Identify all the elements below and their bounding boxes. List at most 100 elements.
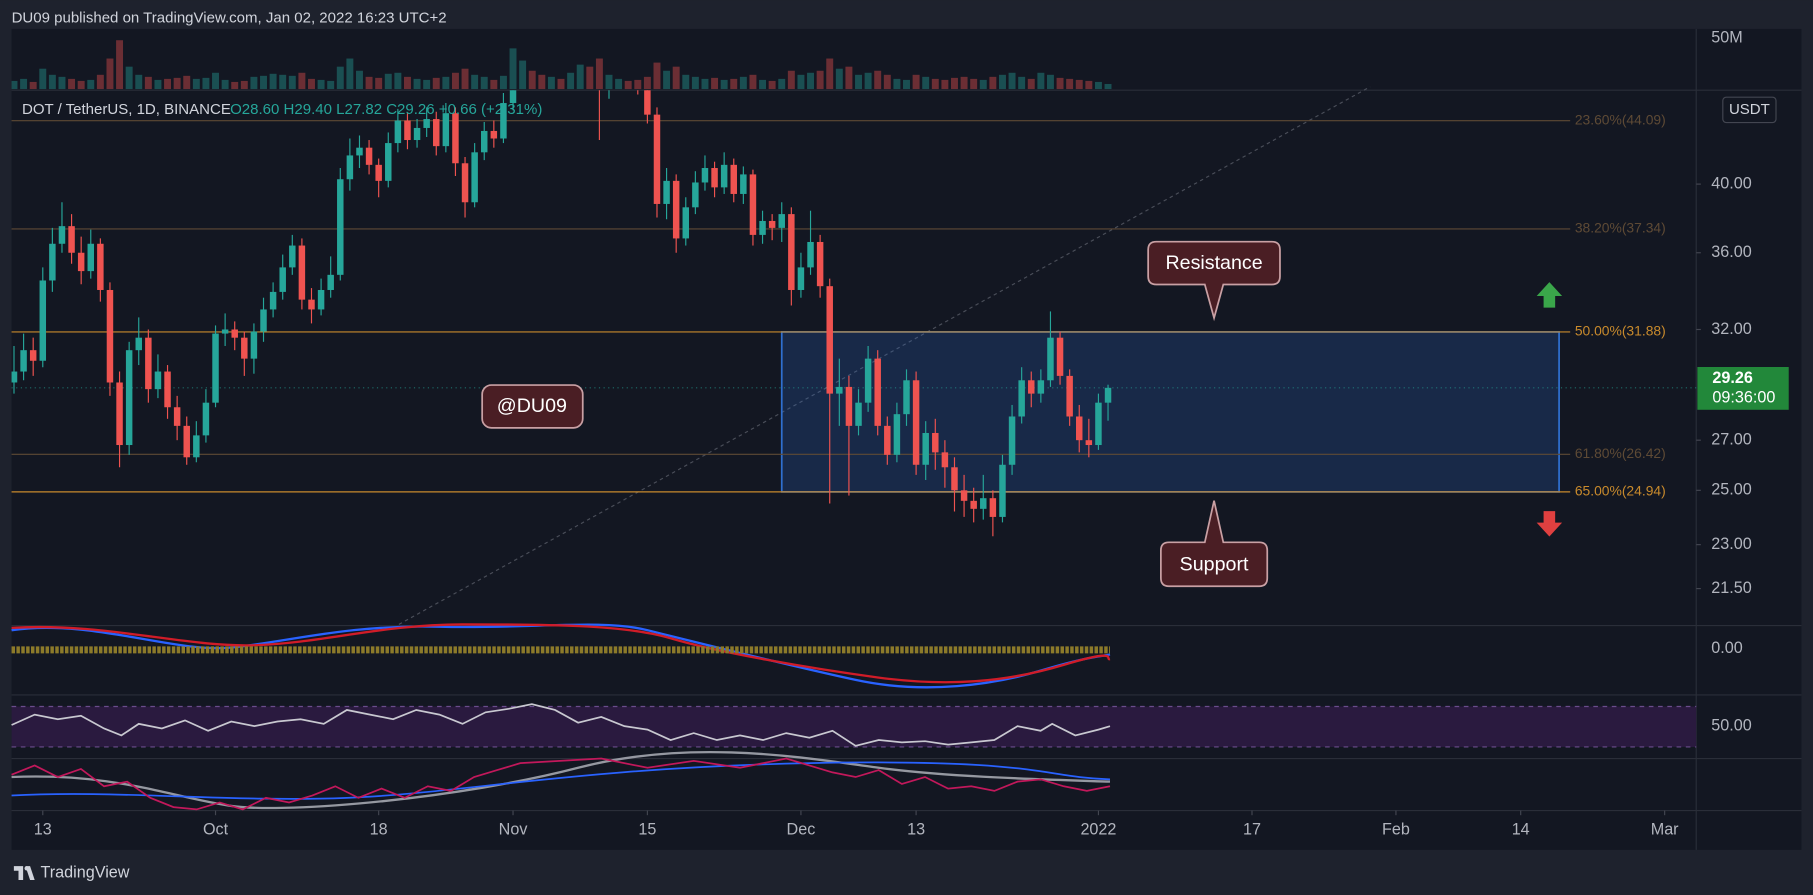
x-tick-label: Nov — [499, 821, 529, 839]
range-box — [780, 331, 1560, 493]
up-arrow — [1536, 282, 1563, 308]
candle-body — [356, 147, 363, 156]
volume-bar — [269, 73, 277, 90]
candle-body — [39, 280, 47, 361]
volume-bar — [672, 66, 680, 90]
volume-bar — [912, 74, 920, 90]
candle-body — [471, 152, 478, 203]
support-callout: Support — [1160, 500, 1269, 588]
fib-label: 61.80%(26.42) — [1575, 445, 1666, 461]
volume-bar — [298, 72, 306, 90]
signal-line — [11, 623, 1111, 684]
volume-bar — [576, 64, 584, 90]
x-tick-label: 18 — [370, 821, 388, 839]
volume-bar — [192, 78, 200, 90]
volume-bar — [423, 79, 431, 90]
volume-bar — [951, 77, 958, 90]
macd-pane — [11, 623, 1111, 689]
candle-body — [1076, 416, 1083, 441]
candle-body — [423, 119, 430, 128]
candle-body — [154, 371, 162, 390]
last-price: 29.26 — [1712, 369, 1752, 387]
candle-body — [433, 119, 440, 147]
x-tick-label: Dec — [787, 821, 816, 839]
candle-body — [740, 174, 747, 194]
volume-bar — [260, 75, 267, 90]
candle-body — [327, 274, 334, 290]
down-arrow — [1536, 511, 1563, 537]
candle-body — [922, 432, 929, 465]
candle-body — [999, 464, 1006, 517]
volume-bar — [394, 72, 402, 90]
candle-body — [49, 243, 56, 281]
y-tick-label: 27.00 — [1711, 430, 1751, 448]
logo-dot — [24, 866, 29, 871]
candle-body — [500, 103, 507, 139]
candle-body — [1104, 387, 1112, 403]
volume-bar — [375, 77, 383, 90]
volume-bar — [471, 74, 479, 90]
candle-body — [461, 163, 469, 203]
volume-bar — [855, 74, 862, 90]
candle-body — [941, 452, 949, 468]
candle-body — [442, 113, 450, 147]
candle-body — [173, 407, 181, 426]
volume-tick-label: 50M — [1711, 28, 1742, 46]
candle-body — [375, 164, 382, 181]
candle-body — [97, 243, 104, 290]
candle-body — [346, 155, 354, 180]
candle-body — [730, 164, 737, 194]
volume-bar — [691, 76, 699, 90]
volume-bar — [164, 78, 172, 90]
fib-label: 38.20%(37.34) — [1575, 220, 1666, 236]
x-tick-label: Feb — [1382, 821, 1410, 839]
candle-body — [1018, 380, 1025, 417]
candle-body — [778, 214, 785, 228]
candle-layer — [11, 90, 1112, 537]
volume-bar — [941, 79, 949, 90]
candle-body — [135, 337, 142, 351]
candle-body — [672, 180, 680, 239]
volume-bar — [653, 62, 661, 90]
volume-bar — [519, 60, 527, 90]
x-tick-label: 17 — [1243, 821, 1261, 839]
volume-bar — [173, 77, 181, 90]
volume-bar — [903, 79, 910, 90]
candle-body — [980, 498, 987, 509]
volume-bar — [125, 66, 133, 90]
volume-bar — [308, 78, 315, 90]
volume-bar — [730, 78, 738, 90]
candle-body — [77, 252, 85, 272]
volume-bar — [893, 78, 901, 90]
candle-body — [125, 350, 133, 446]
third-pane — [11, 750, 1111, 811]
rsi-pane — [11, 703, 1697, 748]
candle-body — [692, 182, 699, 208]
candle-body — [788, 214, 795, 290]
candle-body — [269, 291, 277, 310]
volume-bar — [797, 74, 805, 90]
y-tick-label: 25.00 — [1711, 481, 1751, 499]
candle-body — [1008, 416, 1016, 465]
x-tick-label: 13 — [907, 821, 925, 839]
candle-body — [855, 402, 862, 426]
fib-label: 65.00%(24.94) — [1575, 483, 1666, 499]
candle-body — [241, 337, 248, 359]
volume-bar — [883, 74, 891, 90]
candle-body — [912, 380, 920, 465]
watermark-box — [481, 384, 584, 429]
candle-body — [720, 164, 728, 188]
trend-line — [398, 86, 1371, 625]
candle-body — [20, 350, 27, 372]
volume-bar — [864, 72, 872, 90]
candle-body — [404, 120, 411, 141]
candle-body — [145, 337, 152, 390]
y-tick-label: 32.00 — [1711, 320, 1751, 338]
candle-body — [1047, 337, 1054, 381]
volume-bar — [11, 80, 18, 90]
candle-body — [308, 299, 315, 310]
volume-bar — [144, 76, 152, 90]
volume-bar — [989, 76, 997, 90]
volume-bar — [279, 74, 287, 90]
